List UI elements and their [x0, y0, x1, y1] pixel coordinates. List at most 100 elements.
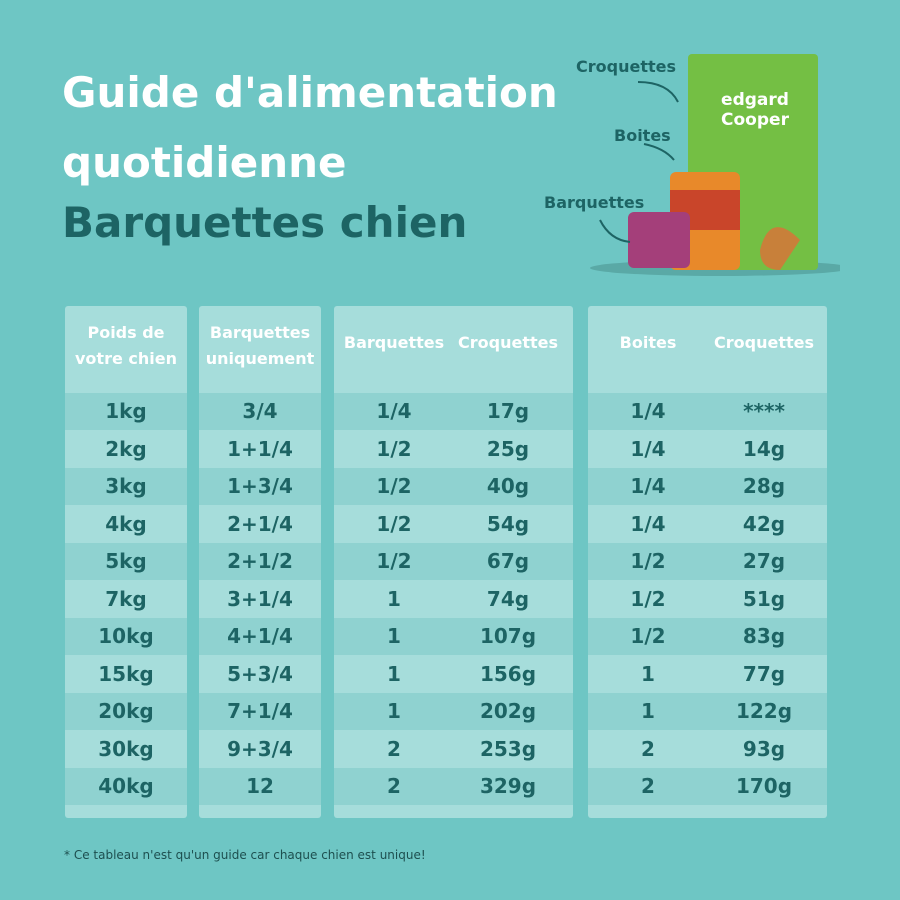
row-stripe — [334, 618, 573, 655]
table-cell: 93g — [742, 736, 786, 761]
table-cell: 54g — [486, 511, 530, 536]
product-label: Barquettes — [544, 193, 645, 212]
table-cell: 1/4 — [376, 399, 412, 423]
table-cell: 74g — [486, 586, 530, 611]
row-stripe — [588, 768, 827, 805]
table-cell: 28g — [742, 474, 786, 498]
table-cell: 1 — [387, 661, 401, 686]
row-stripe — [334, 693, 573, 730]
table-cell: 1+1/4 — [227, 436, 293, 461]
row-stripe — [334, 468, 573, 505]
table-cell: 83g — [742, 624, 786, 648]
table-cell: 5+3/4 — [227, 661, 293, 686]
table-cell: 17g — [486, 399, 530, 423]
row-stripe — [199, 393, 321, 430]
table-cell: 1/2 — [630, 549, 666, 573]
table-cell: 12 — [246, 774, 274, 798]
table-cell: 1/4 — [630, 436, 666, 461]
title-line: Guide d'alimentation — [62, 68, 558, 117]
product-label: Boites — [614, 126, 671, 145]
table-cell: 329g — [479, 774, 537, 798]
row-stripe — [334, 543, 573, 580]
row-stripe — [199, 768, 321, 805]
column-header: Poids de votre chien — [75, 323, 177, 368]
row-stripe — [199, 618, 321, 655]
column-header: Croquettes — [714, 333, 814, 352]
product-label: Croquettes — [576, 57, 676, 76]
table-cell: 30kg — [98, 736, 154, 761]
row-stripe — [199, 693, 321, 730]
table-cell: 4kg — [105, 511, 147, 536]
row-stripe — [588, 393, 827, 430]
table-cell: 40kg — [98, 774, 154, 798]
row-stripe — [199, 468, 321, 505]
table-cell: 4+1/4 — [227, 624, 293, 648]
table-cell: 2 — [387, 736, 401, 761]
table-cell: 1/4 — [630, 474, 666, 498]
table-cell: 10kg — [98, 624, 154, 648]
table-cell: 51g — [742, 586, 786, 611]
table-cell: 1/2 — [630, 624, 666, 648]
table-cell: 1+3/4 — [227, 474, 293, 498]
column-header: Barquettes uniquement — [205, 323, 315, 368]
table-cell: 7+1/4 — [227, 699, 293, 723]
table-cell: 122g — [735, 699, 793, 723]
brand: edgard Cooper — [721, 90, 789, 130]
table-cell: 67g — [486, 549, 530, 573]
table-cell: 25g — [486, 436, 530, 461]
product-illustration — [590, 54, 840, 276]
table-cell: 107g — [479, 624, 537, 648]
table-cell: 1/2 — [376, 474, 412, 498]
table-cell: 1/4 — [630, 399, 666, 423]
table-cell: 1 — [387, 624, 401, 648]
row-stripe — [65, 393, 187, 430]
table-cell: 2 — [387, 774, 401, 798]
table-cell: 1/2 — [376, 549, 412, 573]
row-stripe — [199, 543, 321, 580]
table-cell: 9+3/4 — [227, 736, 293, 761]
footnote: * Ce tableau n'est qu'un guide car chaqu… — [64, 848, 426, 862]
table-cell: 1/2 — [376, 436, 412, 461]
row-stripe — [65, 618, 187, 655]
table-cell: 1kg — [105, 399, 147, 423]
title-line: quotidienne — [62, 138, 347, 187]
subtitle: Barquettes chien — [62, 198, 468, 247]
row-stripe — [65, 693, 187, 730]
table-cell: 253g — [479, 736, 537, 761]
row-stripe — [588, 618, 827, 655]
table-cell: 1/4 — [630, 511, 666, 536]
row-stripe — [588, 693, 827, 730]
row-stripe — [65, 768, 187, 805]
row-stripe — [334, 393, 573, 430]
row-stripe — [588, 543, 827, 580]
table-cell: 1 — [641, 699, 655, 723]
table-cell: 15kg — [98, 661, 154, 686]
table-cell: 7kg — [105, 586, 147, 611]
table-cell: 2 — [641, 774, 655, 798]
table-cell: 2+1/4 — [227, 511, 293, 536]
table-cell: 1/2 — [630, 586, 666, 611]
table-cell: 2 — [641, 736, 655, 761]
table-cell: 1 — [641, 661, 655, 686]
table-cell: 1 — [387, 586, 401, 611]
row-stripe — [65, 543, 187, 580]
row-stripe — [334, 768, 573, 805]
table-cell: 1 — [387, 699, 401, 723]
table-cell: 40g — [486, 474, 530, 498]
column-header: Croquettes — [458, 333, 558, 352]
table-cell: 156g — [479, 661, 537, 686]
row-stripe — [588, 468, 827, 505]
table-cell: 77g — [742, 661, 786, 686]
table-cell: 2+1/2 — [227, 549, 293, 573]
table-cell: 2kg — [105, 436, 147, 461]
row-stripe — [65, 468, 187, 505]
table-cell: 3/4 — [242, 399, 278, 423]
table-cell: 27g — [742, 549, 786, 573]
table-cell: 3kg — [105, 474, 147, 498]
table-cell: 170g — [735, 774, 793, 798]
table-cell: **** — [743, 399, 785, 423]
table-cell: 3+1/4 — [227, 586, 293, 611]
table-cell: 5kg — [105, 549, 147, 573]
column-header: Boites — [619, 333, 677, 352]
